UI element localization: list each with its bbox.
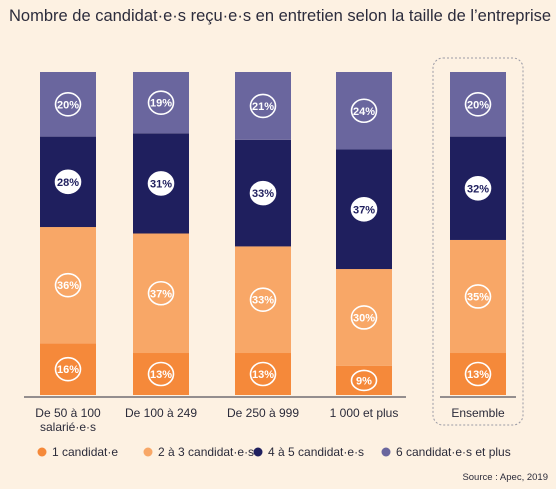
data-label: 24%: [353, 106, 375, 118]
bar-segment: [336, 72, 392, 150]
category-label: Ensemble: [451, 406, 505, 420]
value-badge: [249, 180, 277, 206]
legend-swatch: [253, 447, 263, 457]
data-label: 13%: [467, 369, 489, 381]
data-label: 9%: [356, 375, 372, 387]
data-label: 21%: [252, 101, 274, 113]
bar-segment: [133, 353, 189, 395]
value-badge: [54, 169, 82, 195]
chart-title: Nombre de candidat·e·s reçu·e·s en entre…: [9, 7, 552, 25]
value-badge: [147, 280, 175, 306]
value-badge: [54, 356, 82, 382]
value-badge: [350, 98, 378, 124]
data-label: 33%: [252, 295, 274, 307]
category-label: De 250 à 999: [227, 406, 299, 420]
data-label: 20%: [57, 99, 79, 111]
bar-segment: [235, 353, 291, 395]
value-badge: [464, 361, 492, 387]
data-label: 32%: [467, 183, 489, 195]
value-badge: [147, 90, 175, 115]
data-label: 16%: [57, 364, 79, 376]
legend-label: 1 candidat·e: [52, 445, 118, 459]
data-label: 13%: [252, 369, 274, 381]
bar-segment: [133, 72, 189, 134]
bar-segment: [133, 233, 189, 354]
bar-segment: [450, 353, 506, 395]
data-label: 30%: [353, 312, 375, 324]
bar-segment: [450, 72, 506, 137]
category-label: salarié·e·s: [40, 420, 96, 434]
legend-label: 2 à 3 candidat·e·s: [158, 445, 254, 459]
data-label: 33%: [252, 188, 274, 200]
legend-swatch: [37, 447, 47, 457]
data-label: 37%: [150, 288, 172, 300]
data-label: 20%: [467, 99, 489, 111]
source-note: Source : Apec, 2019: [462, 472, 548, 483]
value-badge: [350, 196, 378, 222]
value-badge: [464, 175, 492, 201]
value-badge: [249, 287, 277, 313]
bar-segment: [235, 72, 291, 140]
bar-segment: [40, 343, 96, 395]
legend-swatch: [143, 447, 153, 457]
data-label: 31%: [150, 178, 172, 190]
value-badge: [147, 361, 175, 387]
category-label: De 100 à 249: [125, 406, 197, 420]
category-label: 1 000 et plus: [330, 406, 399, 420]
legend-label: 6 candidat·e·s et plus: [396, 445, 511, 459]
bar-segment: [336, 269, 392, 366]
value-badge: [464, 284, 492, 309]
data-label: 19%: [150, 98, 172, 110]
value-badge: [147, 171, 175, 196]
category-label: De 50 à 100: [35, 406, 101, 420]
value-badge: [249, 361, 277, 387]
legend-label: 4 à 5 candidat·e·s: [268, 445, 364, 459]
value-badge: [464, 92, 492, 117]
bar-segment: [235, 246, 291, 354]
value-badge: [350, 305, 378, 330]
value-badge: [54, 92, 82, 117]
data-label: 36%: [57, 280, 79, 292]
bar-segment: [40, 72, 96, 137]
value-badge: [54, 272, 82, 298]
bar-segment: [40, 227, 96, 344]
legend-swatch: [381, 447, 391, 457]
data-label: 28%: [57, 177, 79, 189]
data-label: 37%: [353, 204, 375, 216]
bar-segment: [450, 239, 506, 354]
value-badge: [249, 93, 277, 119]
value-badge: [350, 369, 378, 392]
data-label: 13%: [150, 369, 172, 381]
data-label: 35%: [467, 291, 489, 303]
